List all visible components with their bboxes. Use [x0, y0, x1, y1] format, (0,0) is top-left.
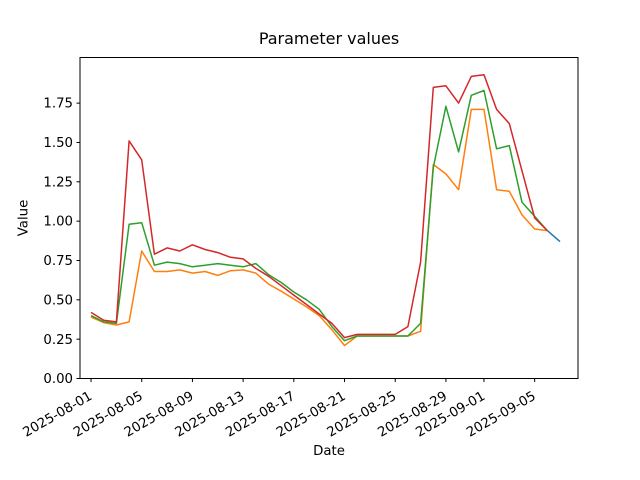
series-green — [90, 89, 548, 342]
series-orange — [90, 108, 548, 347]
plot-border — [79, 57, 579, 379]
y-tick-label: 0.50 — [43, 293, 73, 308]
y-tick-label: 0.25 — [43, 333, 73, 348]
y-axis-label: Value — [16, 199, 32, 237]
x-axis-label: Date — [313, 444, 345, 459]
y-tick-label: 0.75 — [43, 254, 73, 269]
y-tick-label: 1.50 — [43, 136, 73, 151]
series-red — [90, 74, 548, 339]
chart-title: Parameter values — [258, 29, 400, 48]
y-tick-label: 1.00 — [43, 215, 73, 230]
y-tick-label: 1.25 — [43, 175, 73, 190]
y-tick-label: 0.00 — [43, 372, 73, 387]
y-tick-label: 1.75 — [43, 97, 73, 112]
series-blue — [546, 230, 561, 243]
